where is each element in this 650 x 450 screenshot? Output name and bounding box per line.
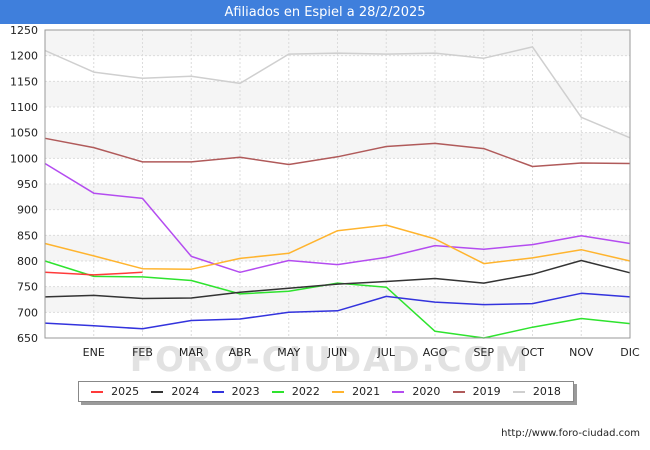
y-tick-label: 900: [17, 204, 38, 217]
y-tick-label: 700: [17, 306, 38, 319]
x-tick-label: AGO: [423, 346, 448, 359]
grid-band: [45, 184, 630, 210]
legend-item-2019: 2019: [452, 385, 501, 398]
plot-frame: [44, 29, 631, 339]
series-line-2023: [44, 292, 631, 330]
series-line-2021: [44, 224, 631, 270]
x-tick-label: JUL: [377, 346, 396, 359]
series-line-2020: [44, 162, 631, 274]
x-tick-label: OCT: [521, 346, 544, 359]
line-chart: FORO-CIUDAD.COM 650 700 750 800 850 900 950 100…: [10, 24, 640, 380]
legend-swatch: [91, 390, 104, 393]
legend-swatch: [271, 390, 284, 393]
watermark-text: FORO-CIUDAD.COM: [130, 340, 531, 380]
legend-item-2020: 2020: [392, 385, 440, 398]
legend-swatch: [452, 390, 465, 393]
series-line-2022: [44, 260, 631, 339]
y-tick-label: 1100: [10, 101, 38, 114]
legend-label: 2022: [291, 385, 320, 398]
y-tick-label: 850: [17, 229, 38, 242]
x-tick-label: FEB: [132, 346, 153, 359]
x-tick-label: JUN: [327, 346, 348, 359]
x-tick-label: ABR: [229, 346, 252, 359]
y-tick-label: 650: [17, 332, 38, 345]
y-tick-label: 1250: [10, 24, 38, 37]
legend-swatch: [512, 390, 525, 393]
legend-item-2025: 2025: [91, 385, 139, 398]
y-tick-label: 800: [17, 255, 38, 268]
x-tick-label: ENE: [83, 346, 105, 359]
legend-label: 2023: [231, 385, 260, 398]
y-tick-label: 1200: [10, 50, 38, 63]
series-line-2018: [44, 46, 631, 139]
series-line-2025: [44, 271, 143, 276]
legend-item-2024: 2024: [151, 385, 199, 398]
y-tick-label: 750: [17, 281, 38, 294]
legend-label: 2021: [352, 385, 381, 398]
y-tick-label: 1000: [10, 152, 38, 165]
legend-item-2022: 2022: [271, 385, 320, 398]
legend-item-2018: 2018: [512, 385, 561, 398]
y-tick-label: 1150: [10, 75, 38, 88]
legend-swatch: [392, 390, 405, 393]
legend-label: 2024: [171, 385, 200, 398]
x-tick-label: SEP: [473, 346, 494, 359]
legend-swatch: [332, 390, 345, 393]
legend-swatch: [151, 390, 164, 393]
x-tick-label: MAR: [179, 346, 204, 359]
legend-swatch: [211, 390, 224, 393]
x-tick-label: NOV: [569, 346, 594, 359]
legend: 2025 2024 2023 2022 2021 2020 2019 2018: [78, 381, 574, 402]
series-line-2024: [44, 259, 631, 300]
x-tick-label: DIC: [620, 346, 640, 359]
legend-item-2021: 2021: [332, 385, 380, 398]
x-tick-label: MAY: [277, 346, 300, 359]
legend-label: 2018: [532, 385, 561, 398]
source-url: http://www.foro-ciudad.com: [501, 428, 640, 439]
y-tick-label: 950: [17, 178, 38, 191]
y-tick-label: 1050: [10, 127, 38, 140]
legend-label: 2025: [111, 385, 140, 398]
legend-label: 2020: [412, 385, 441, 398]
legend-item-2023: 2023: [211, 385, 260, 398]
legend-label: 2019: [472, 385, 501, 398]
chart-title: Afiliados en Espiel a 28/2/2025: [0, 0, 650, 24]
series-line-2019: [44, 137, 631, 168]
